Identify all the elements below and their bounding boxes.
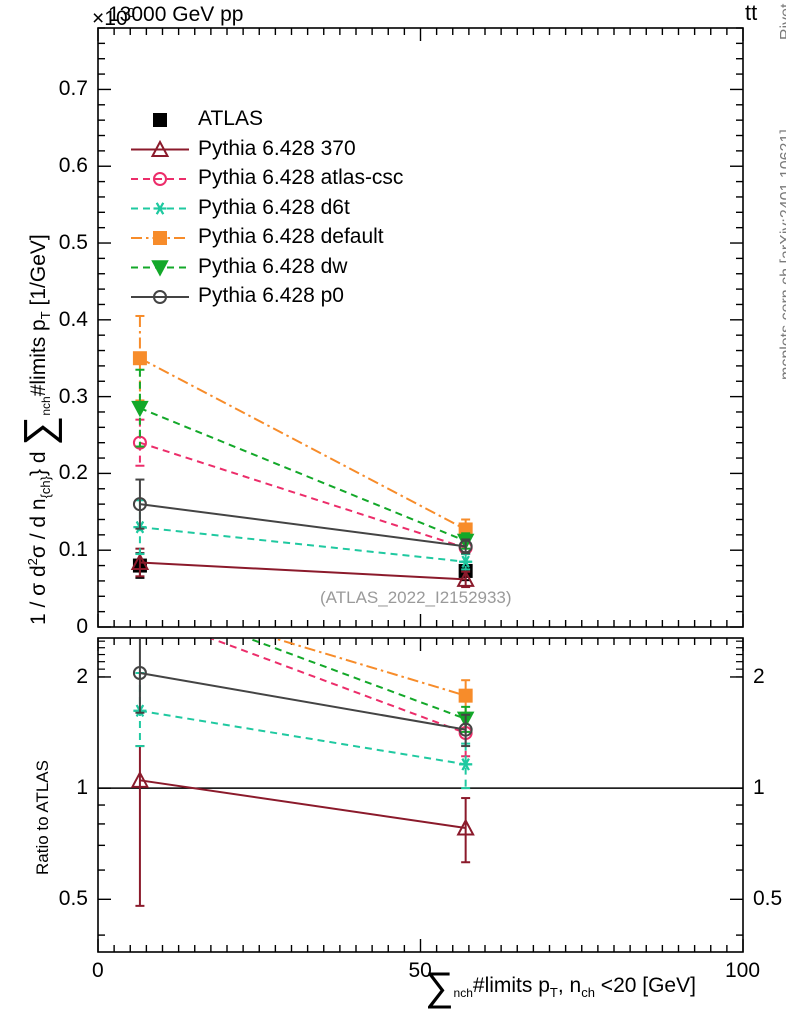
legend-glyph-6 bbox=[131, 290, 189, 304]
beam-title: 13000 GeV pp bbox=[108, 3, 244, 26]
data-point bbox=[459, 555, 473, 568]
series-line bbox=[139, 526, 466, 563]
legend-item-label[interactable]: Pythia 6.428 atlas-csc bbox=[198, 166, 404, 189]
legend-marker bbox=[153, 172, 167, 186]
xlabel-nch-subscript: ch bbox=[581, 985, 595, 1001]
legend-marker bbox=[151, 260, 169, 277]
xlabel-sum-symbol: ∑ bbox=[425, 965, 454, 1009]
analysis-watermark: (ATLAS_2022_I2152933) bbox=[320, 588, 512, 607]
legend-glyph-3 bbox=[131, 202, 189, 215]
legend-marker bbox=[153, 202, 167, 215]
series-line bbox=[247, 639, 466, 720]
xlabel-sum-subscript: nch bbox=[453, 986, 473, 1001]
legend-marker bbox=[153, 113, 167, 127]
ratio-series-pythia-6-428-370 bbox=[130, 745, 475, 907]
ratio-y-tick-label-right: 2 bbox=[753, 664, 765, 688]
main-y-tick-label: 0.2 bbox=[58, 461, 88, 485]
legend-glyph-1 bbox=[131, 139, 189, 157]
main-panel-border bbox=[97, 27, 744, 628]
series-line bbox=[139, 709, 466, 766]
ratio-y-tick-label-right: 0.5 bbox=[753, 887, 783, 911]
main-panel-series bbox=[130, 314, 475, 589]
process-label: tt bbox=[745, 0, 758, 25]
xlabel-pt-subscript: T bbox=[549, 985, 558, 1001]
x-tick-label: 100 bbox=[725, 959, 761, 982]
data-point bbox=[456, 818, 475, 836]
ratio-panel-border bbox=[97, 637, 744, 953]
ratio-series-pythia-6-428-atlas-csc bbox=[209, 639, 473, 758]
main-y-tick-label: 0.6 bbox=[58, 154, 88, 178]
data-point bbox=[132, 351, 147, 366]
x-axis-label: ∑nch#limits pT, nch <20 [GeV] bbox=[425, 967, 696, 1007]
main-y-tick-label: 0.4 bbox=[58, 307, 88, 331]
ratio-series-pythia-6-428-d6t bbox=[133, 672, 473, 790]
axis-multiplier-base: ×10 bbox=[92, 7, 128, 30]
series-line bbox=[139, 441, 466, 549]
legend-glyph-0 bbox=[153, 113, 167, 127]
main-panel-ticks bbox=[97, 27, 744, 628]
data-point bbox=[456, 569, 475, 587]
main-series-pythia-6-428-default bbox=[132, 314, 473, 541]
ratio-y-tick-label: 2 bbox=[76, 664, 88, 688]
main-y-tick-label: 0.1 bbox=[58, 538, 88, 562]
data-point bbox=[458, 722, 473, 737]
legend-glyph-4 bbox=[131, 231, 189, 245]
axis-multiplier-exponent: 0 bbox=[127, 5, 135, 20]
legend-item-label[interactable]: Pythia 6.428 dw bbox=[198, 254, 348, 278]
series-line bbox=[139, 407, 467, 542]
xlabel-part-3: <20 [GeV] bbox=[594, 974, 696, 997]
main-y-tick-label: 0.3 bbox=[58, 384, 88, 408]
ratio-y-tick-label: 0.5 bbox=[58, 887, 88, 911]
ratio-series-pythia-6-428-dw bbox=[247, 639, 475, 733]
ratio-series-pythia-6-428-p0 bbox=[132, 639, 473, 748]
series-line bbox=[139, 503, 466, 548]
main-panel-frame bbox=[97, 27, 744, 628]
x-tick-label: 50 bbox=[408, 959, 432, 982]
legend-item-label[interactable]: Pythia 6.428 d6t bbox=[198, 195, 350, 219]
legend-marker bbox=[153, 290, 167, 304]
main-series-pythia-6-428-dw bbox=[131, 368, 475, 551]
data-point bbox=[130, 770, 150, 788]
ratio-panel-series bbox=[130, 639, 475, 907]
data-point bbox=[458, 688, 473, 703]
data-point bbox=[132, 497, 147, 512]
ratio-y-tick-label: 1 bbox=[76, 776, 88, 800]
data-point bbox=[131, 400, 149, 418]
series-line bbox=[273, 639, 466, 697]
main-series-pythia-6-428-atlas-csc bbox=[132, 418, 473, 556]
xlabel-part-2: , n bbox=[557, 974, 582, 997]
ratio-panel-frame bbox=[97, 637, 744, 953]
data-point bbox=[458, 539, 473, 554]
legend-marker bbox=[153, 231, 167, 245]
legend-marker bbox=[150, 139, 170, 157]
ratio-y-tick-label-right: 1 bbox=[753, 776, 765, 800]
ratio-series-pythia-6-428-default bbox=[273, 639, 473, 714]
axis-multiplier: ×100 bbox=[92, 6, 135, 29]
legend-item-label[interactable]: ATLAS bbox=[198, 107, 263, 130]
series-line bbox=[209, 639, 466, 734]
legend-item-label[interactable]: Pythia 6.428 p0 bbox=[198, 284, 344, 307]
legend-glyph-5 bbox=[131, 260, 189, 277]
main-series-pythia-6-428-370 bbox=[130, 547, 475, 589]
xlabel-part-1: #limits p bbox=[472, 974, 550, 997]
data-point bbox=[130, 552, 150, 570]
data-point bbox=[459, 758, 473, 771]
data-point bbox=[132, 666, 147, 681]
legend-glyphs bbox=[131, 113, 189, 304]
series-line bbox=[139, 357, 467, 531]
series-line bbox=[139, 779, 466, 829]
x-tick-label: 0 bbox=[92, 959, 104, 982]
main-y-tick-label: 0.7 bbox=[58, 77, 88, 101]
main-y-tick-label: 0.5 bbox=[58, 231, 88, 255]
ratio-panel-ticks bbox=[97, 638, 744, 952]
legend-glyph-2 bbox=[131, 172, 189, 186]
series-line bbox=[139, 561, 466, 581]
legend-item-label[interactable]: Pythia 6.428 default bbox=[198, 225, 384, 248]
main-y-tick-label: 0 bbox=[76, 615, 88, 638]
legend-item-label[interactable]: Pythia 6.428 370 bbox=[198, 136, 356, 160]
main-series-pythia-6-428-p0 bbox=[132, 478, 473, 555]
series-line bbox=[139, 672, 466, 731]
